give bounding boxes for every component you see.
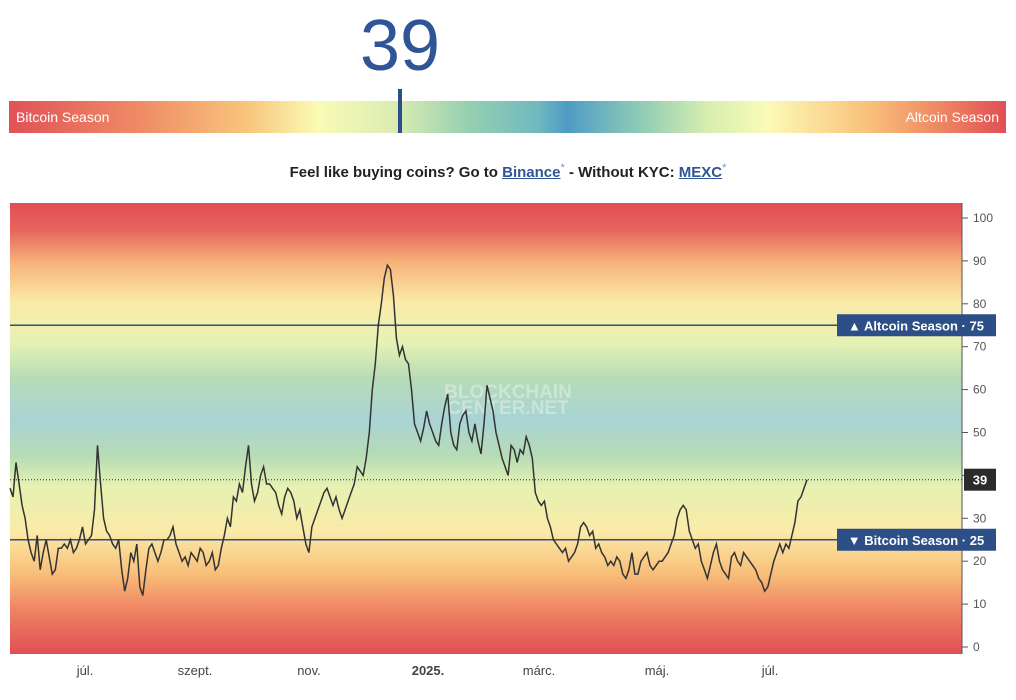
y-tick-label: 30 (973, 511, 987, 525)
x-tick-label: júl. (761, 663, 779, 678)
threshold-badge-label: ▼ Bitcoin Season · 25 (848, 533, 984, 548)
x-tick-label: márc. (523, 663, 556, 678)
y-tick-label: 10 (973, 597, 987, 611)
y-tick-label: 80 (973, 297, 987, 311)
binance-link[interactable]: Binance (502, 164, 561, 181)
y-tick-label: 60 (973, 383, 987, 397)
threshold-badge (837, 314, 996, 337)
mexc-link[interactable]: MEXC (678, 164, 723, 181)
promo-text: Feel like buying coins? Go to (289, 164, 498, 181)
y-tick-label: 20 (973, 554, 987, 568)
gauge-label-altcoin-season: Altcoin Season (905, 109, 999, 125)
gauge-label-bitcoin-season: Bitcoin Season (16, 109, 110, 125)
x-tick-label: máj. (645, 663, 670, 678)
x-tick-label: nov. (297, 663, 321, 678)
season-gauge-bar: Bitcoin Season Altcoin Season (9, 89, 1006, 133)
binance-star: * (560, 162, 565, 174)
watermark-line-1: BLOCKCHAIN (444, 382, 572, 403)
x-tick-label: szept. (178, 663, 213, 678)
gauge-marker (398, 89, 402, 133)
current-value-badge-label: 39 (973, 473, 987, 488)
mexc-star: * (722, 162, 727, 174)
season-index-value: 39 (359, 6, 441, 86)
watermark-line-2: CENTER.NET (447, 398, 569, 419)
current-value-badge (964, 468, 996, 491)
chart-background (10, 203, 962, 654)
threshold-badge-label: ▲ Altcoin Season · 75 (848, 318, 984, 333)
y-tick-label: 70 (973, 340, 987, 354)
y-tick-label: 90 (973, 254, 987, 268)
watermark: BLOCKCHAIN CENTER.NET (444, 382, 572, 419)
series-line (9, 263, 808, 596)
x-tick-label: 2025. (412, 663, 445, 678)
y-tick-label: 100 (973, 211, 993, 225)
y-tick-label: 50 (973, 426, 987, 440)
promo-separator: - Without KYC: (568, 164, 675, 181)
x-tick-label: júl. (76, 663, 94, 678)
y-tick-label: 0 (973, 640, 980, 654)
threshold-badge (837, 528, 996, 551)
promo-line: Feel like buying coins? Go to Binance* -… (0, 162, 1016, 181)
